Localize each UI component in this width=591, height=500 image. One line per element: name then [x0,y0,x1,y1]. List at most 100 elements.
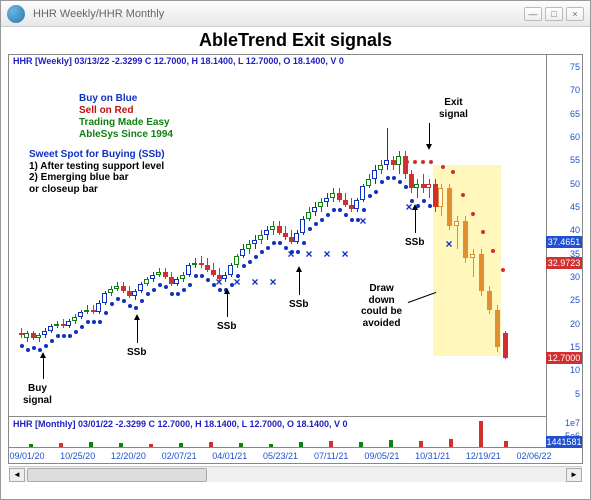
support-dot [170,292,174,296]
support-dot [422,199,426,203]
support-dot [248,260,252,264]
lower-panel: HHR [Monthly] 03/01/22 -2.3299 C 12.7000… [9,417,546,448]
support-dot [302,241,306,245]
drawdown-arrow [408,292,437,303]
ohlc-readout: HHR [Weekly] 03/13/22 -2.3299 C 12.7000,… [13,56,344,66]
x-mark: × [233,275,240,289]
drawdown-label: Drawdowncould beavoided [361,283,402,329]
support-dot [332,208,336,212]
support-dot [344,213,348,217]
y-tick: 5 [550,389,580,399]
support-dot [362,208,366,212]
x-mark: × [287,247,294,261]
support-dot [320,218,324,222]
chart-title: AbleTrend Exit signals [1,27,590,54]
support-dot [404,185,408,189]
support-dot [374,190,378,194]
resistance-dot [501,268,505,272]
resistance-dot [413,160,417,164]
maximize-button[interactable]: □ [545,7,563,21]
x-tick: 09/05/21 [364,451,399,461]
x-mark: × [323,247,330,261]
resistance-dot [405,160,409,164]
support-dot [296,250,300,254]
support-dot [206,278,210,282]
app-logo-icon [7,5,25,23]
x-tick: 09/01/20 [9,451,44,461]
support-dot [122,299,126,303]
horizontal-scrollbar[interactable]: ◄ ► [9,466,582,482]
support-dot [20,344,24,348]
y-tick: 70 [550,85,580,95]
support-dot [104,311,108,315]
support-dot [278,241,282,245]
scroll-thumb[interactable] [27,468,207,482]
support-dot [44,344,48,348]
support-dot [56,334,60,338]
chart-area: HHR [Weekly] 03/13/22 -2.3299 C 12.7000,… [8,54,583,464]
x-tick: 12/19/21 [466,451,501,461]
x-tick: 02/07/21 [162,451,197,461]
support-dot [26,348,30,352]
support-dot [74,330,78,334]
support-dot [116,297,120,301]
support-dot [380,180,384,184]
upper-panel: HHR [Weekly] 03/13/22 -2.3299 C 12.7000,… [9,55,546,417]
buy-signal-label: Buysignal [23,383,52,406]
support-dot [200,274,204,278]
support-dot [128,304,132,308]
y-tick: 45 [550,202,580,212]
volume-bar [449,439,453,447]
support-dot [92,320,96,324]
y2-tick: 1e7 [550,418,580,428]
price-tag: 32.9723 [546,257,582,269]
close-button[interactable]: × [566,7,584,21]
support-dot [62,334,66,338]
scroll-right-button[interactable]: ► [566,468,582,482]
resistance-dot [421,160,425,164]
window-title: HHR Weekly/HHR Monthly [33,8,521,20]
ssb2-arrow [227,293,228,317]
y-tick: 65 [550,109,580,119]
sweetspot-text: Sweet Spot for Buying (SSb)1) After test… [29,149,165,195]
support-dot [314,222,318,226]
volume-bar [479,421,483,447]
ssb4-arrow [415,209,416,233]
x-mark: × [269,275,276,289]
ssb2-label: SSb [217,321,236,333]
lower-ohlc-readout: HHR [Monthly] 03/01/22 -2.3299 C 12.7000… [13,419,348,429]
price-plot[interactable]: ×××××××××××Buy on BlueSell on RedTrading… [9,67,546,417]
y-tick: 10 [550,365,580,375]
support-dot [254,255,258,259]
ssb4-label: SSb [405,237,424,249]
support-dot [386,176,390,180]
support-dot [194,274,198,278]
y-tick: 15 [550,342,580,352]
support-dot [80,325,84,329]
resistance-dot [471,212,475,216]
minimize-button[interactable]: — [524,7,542,21]
support-dot [428,204,432,208]
support-dot [266,246,270,250]
support-dot [68,334,72,338]
y-axis: 5101520253035404550556065707537.465132.9… [546,55,582,417]
support-dot [164,285,168,289]
resistance-dot [429,160,433,164]
support-dot [398,180,402,184]
volume-bar [389,440,393,447]
x-mark: × [215,275,222,289]
buy-signal-arrow [43,357,44,379]
x-axis: 09/01/2010/25/2012/20/2002/07/2104/01/21… [9,447,584,463]
y-tick: 25 [550,295,580,305]
support-dot [350,218,354,222]
support-dot [98,320,102,324]
support-dot [158,283,162,287]
support-dot [338,208,342,212]
ssb1-arrow [137,319,138,343]
resistance-dot [491,249,495,253]
support-dot [242,264,246,268]
resistance-dot [461,193,465,197]
ssb1-label: SSb [127,347,146,359]
support-dot [110,302,114,306]
scroll-left-button[interactable]: ◄ [9,468,25,482]
